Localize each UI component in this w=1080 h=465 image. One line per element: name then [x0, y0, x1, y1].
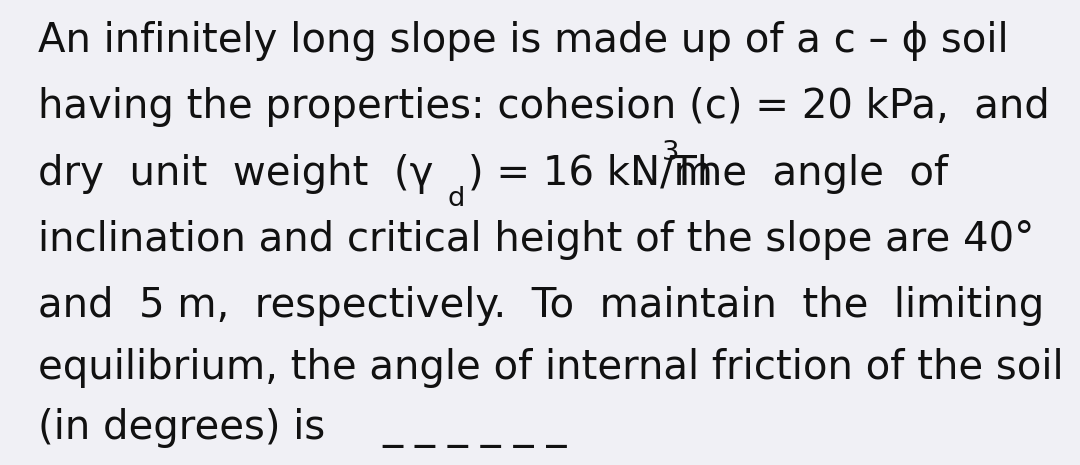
Text: _ _ _ _ _ _: _ _ _ _ _ _: [382, 408, 567, 448]
Text: (in degrees) is: (in degrees) is: [38, 408, 351, 448]
Text: .  The  angle  of: . The angle of: [634, 154, 948, 194]
Text: having the properties: cohesion (c) = 20 kPa,  and: having the properties: cohesion (c) = 20…: [38, 87, 1050, 127]
Text: ) = 16 kN/m: ) = 16 kN/m: [468, 154, 713, 194]
Text: d: d: [448, 186, 465, 212]
Text: and  5 m,  respectively.  To  maintain  the  limiting: and 5 m, respectively. To maintain the l…: [38, 286, 1044, 326]
Text: 3: 3: [662, 140, 679, 166]
Text: dry  unit  weight  (γ: dry unit weight (γ: [38, 154, 434, 194]
Text: An infinitely long slope is made up of a c – ϕ soil: An infinitely long slope is made up of a…: [38, 21, 1009, 61]
Text: inclination and critical height of the slope are 40°: inclination and critical height of the s…: [38, 220, 1035, 260]
Text: equilibrium, the angle of internal friction of the soil: equilibrium, the angle of internal frict…: [38, 348, 1064, 388]
